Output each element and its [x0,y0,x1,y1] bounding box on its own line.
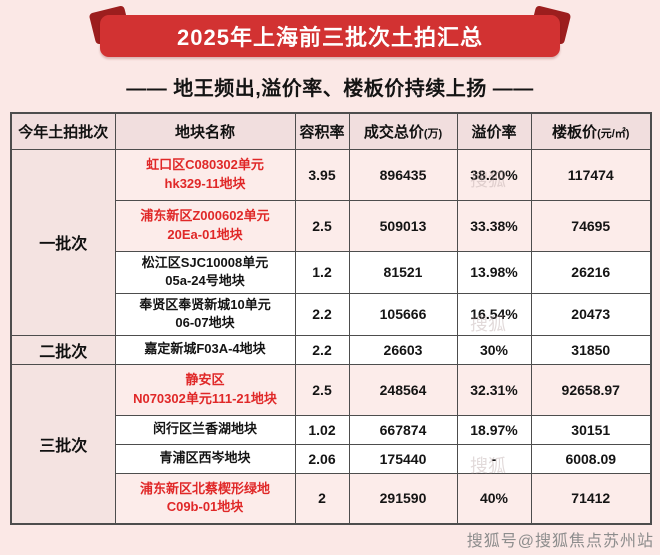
subtitle-text: 地王频出,溢价率、楼板价持续上扬 [173,78,487,100]
total-price-cell: 509013 [348,199,458,252]
table-row: 松江区SJC10008单元 05a-24号地块 1.2 81521 13.98%… [11,250,652,294]
subtitle-dash-right: —— [492,78,534,100]
col-header-floor-price-label: 楼板价 [552,123,598,141]
total-price-cell: 175440 [348,443,458,474]
premium-cell: 16.54% [456,292,532,336]
header-row: 今年土拍批次 地块名称 容积率 成交总价(万) 溢价率 楼板价(元/㎡) [10,112,652,150]
floor-price-cell: 71412 [530,472,652,525]
batch-cell: 二批次 [10,334,116,365]
far-cell: 2 [294,472,350,525]
premium-cell: - [456,443,532,474]
table-row: 浦东新区北蔡楔形绿地 C09b-01地块 2 291590 40% 71412 [11,472,652,525]
batch-cell: 一批次 [10,148,116,336]
table-row: 三批次 静安区 N070302单元111-21地块 2.5 248564 32.… [10,363,652,525]
premium-cell: 13.98% [456,250,532,294]
far-cell: 2.06 [294,443,350,474]
plot-name-cell: 奉贤区奉贤新城10单元 06-07地块 [114,292,296,336]
premium-cell: 33.38% [456,199,532,252]
col-header-floor-price: 楼板价(元/㎡) [530,112,652,150]
plot-name-cell: 浦东新区Z000602单元 20Ea-01地块 [114,199,296,252]
plot-name-cell: 嘉定新城F03A-4地块 [114,334,296,365]
col-header-far: 容积率 [294,112,350,150]
total-price-cell: 26603 [348,334,458,365]
far-cell: 2.2 [294,292,350,336]
far-cell: 2.5 [294,363,350,416]
floor-price-cell: 117474 [530,148,652,201]
plot-name-cell: 浦东新区北蔡楔形绿地 C09b-01地块 [114,472,296,525]
auction-table: 今年土拍批次 地块名称 容积率 成交总价(万) 溢价率 楼板价(元/㎡) 一批次… [10,112,652,525]
total-price-cell: 105666 [348,292,458,336]
total-price-cell: 667874 [348,414,458,445]
col-header-batch: 今年土拍批次 [10,112,116,150]
far-cell: 3.95 [294,148,350,201]
col-header-plot-name: 地块名称 [114,112,296,150]
far-cell: 2.5 [294,199,350,252]
floor-price-cell: 6008.09 [530,443,652,474]
col-header-floor-price-unit: (元/㎡) [597,127,630,140]
table-row: 浦东新区Z000602单元 20Ea-01地块 2.5 509013 33.38… [11,199,652,252]
total-price-cell: 896435 [348,148,458,201]
far-cell: 1.2 [294,250,350,294]
plot-name-cell: 闵行区兰香湖地块 [114,414,296,445]
premium-cell: 30% [456,334,532,365]
premium-cell: 32.31% [456,363,532,416]
col-header-total-price: 成交总价(万) [348,112,458,150]
total-price-cell: 81521 [348,250,458,294]
plot-name-cell: 虹口区C080302单元 hk329-11地块 [114,148,296,201]
floor-price-cell: 20473 [530,292,652,336]
far-cell: 1.02 [294,414,350,445]
plot-name-cell: 静安区 N070302单元111-21地块 [114,363,296,416]
col-header-far-label: 容积率 [299,123,345,141]
total-price-cell: 248564 [348,363,458,416]
watermark-credit: 搜狐号@搜狐焦点苏州站 [466,533,654,550]
page-title: 2025年上海前三批次土拍汇总 [177,25,483,50]
col-header-premium-label: 溢价率 [471,123,517,141]
col-header-plot-name-label: 地块名称 [174,123,235,141]
table-row: 闵行区兰香湖地块 1.02 667874 18.97% 30151 [11,414,652,445]
batch-cell: 三批次 [10,363,116,525]
col-header-total-price-unit: (万) [423,127,443,140]
subtitle-dash-left: —— [126,78,168,100]
table-row: 奉贤区奉贤新城10单元 06-07地块 2.2 105666 16.54% 20… [11,292,652,336]
subtitle: —— 地王频出,溢价率、楼板价持续上扬 —— [0,72,660,101]
premium-cell: 38.20% [456,148,532,201]
far-cell: 2.2 [294,334,350,365]
premium-cell: 18.97% [456,414,532,445]
col-header-premium: 溢价率 [456,112,532,150]
floor-price-cell: 92658.97 [530,363,652,416]
floor-price-cell: 30151 [530,414,652,445]
plot-name-cell: 青浦区西岑地块 [114,443,296,474]
floor-price-cell: 31850 [530,334,652,365]
premium-cell: 40% [456,472,532,525]
title-banner: 2025年上海前三批次土拍汇总 [100,15,560,57]
floor-price-cell: 74695 [530,199,652,252]
table-row: 一批次 虹口区C080302单元 hk329-11地块 3.95 896435 … [10,148,652,336]
table-row: 二批次 嘉定新城F03A-4地块 2.2 26603 30% 31850 [10,334,652,365]
plot-name-cell: 松江区SJC10008单元 05a-24号地块 [114,250,296,294]
total-price-cell: 291590 [348,472,458,525]
floor-price-cell: 26216 [530,250,652,294]
col-header-total-price-label: 成交总价 [363,123,424,141]
col-header-batch-label: 今年土拍批次 [18,123,109,141]
